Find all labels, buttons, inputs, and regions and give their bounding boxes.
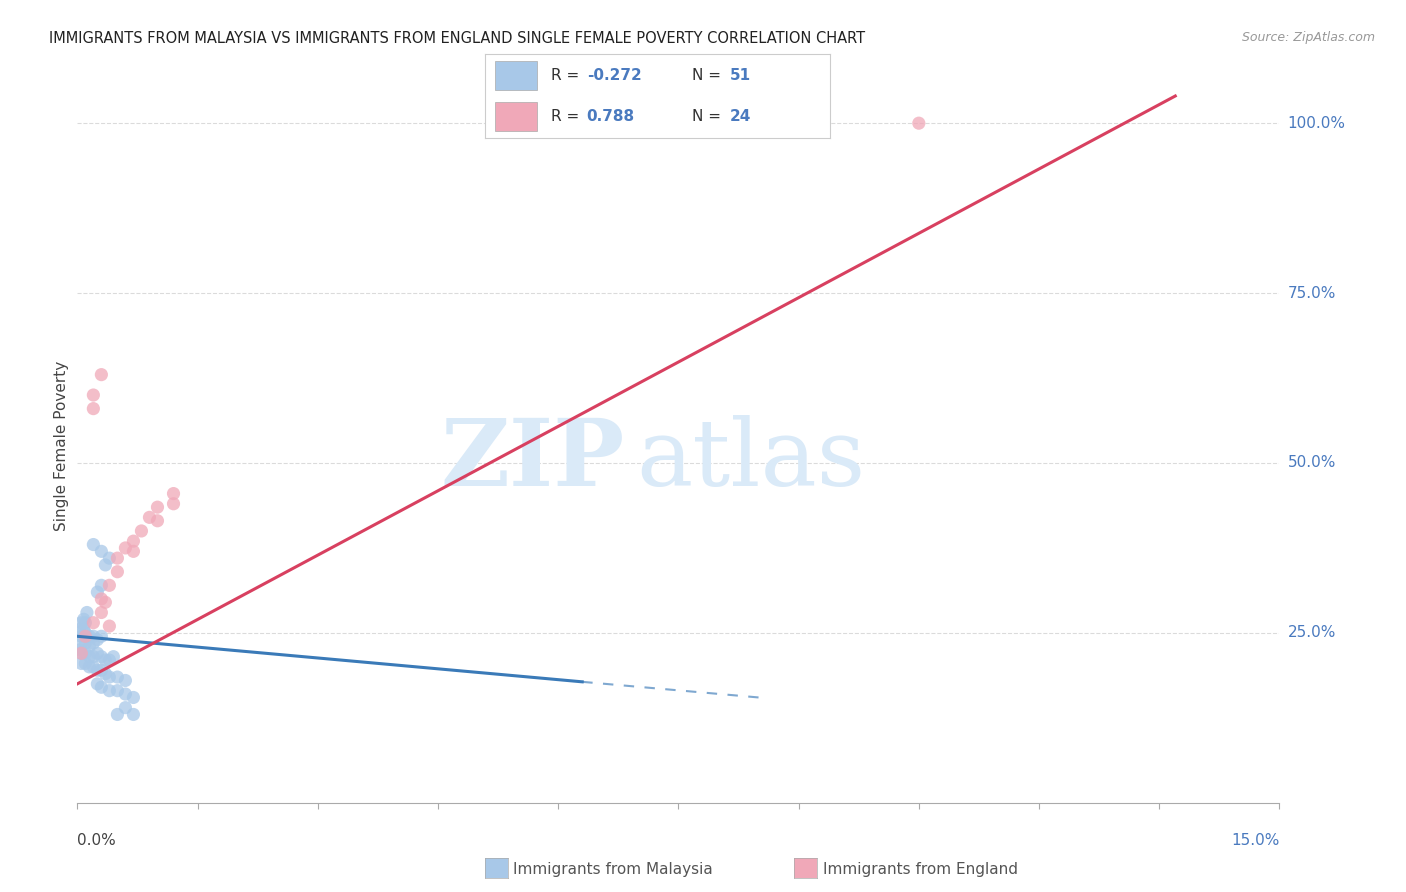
Text: N =: N = [692,109,725,124]
Point [107,565,129,579]
Point [122,690,145,705]
Point [86,585,108,599]
Point [146,514,169,528]
Point [98,619,121,633]
Point [114,687,136,701]
Point [79,629,101,643]
Point [122,534,145,549]
Text: Immigrants from England: Immigrants from England [823,863,1018,877]
Point [908,116,931,130]
Point [90,591,112,606]
Point [107,670,129,684]
Text: atlas: atlas [637,416,866,505]
Text: ZIP: ZIP [440,416,624,505]
Text: 50.0%: 50.0% [1288,456,1336,470]
Point [98,670,121,684]
Text: -0.272: -0.272 [586,68,641,83]
Point [138,510,160,524]
Text: Immigrants from Malaysia: Immigrants from Malaysia [513,863,713,877]
Point [75,626,97,640]
Point [76,606,98,620]
Point [86,663,108,677]
Y-axis label: Single Female Poverty: Single Female Poverty [53,361,69,531]
Point [86,677,108,691]
Point [98,653,121,667]
Point [82,636,104,650]
Point [122,544,145,558]
Point [75,636,97,650]
Point [114,700,136,714]
Point [73,612,96,626]
Point [162,486,184,500]
Point [70,646,93,660]
Text: 51: 51 [730,68,751,83]
Point [146,500,169,515]
Point [107,707,129,722]
Text: 15.0%: 15.0% [1232,833,1279,848]
Point [103,649,125,664]
Point [86,646,108,660]
Text: 100.0%: 100.0% [1288,116,1346,131]
Point [162,497,184,511]
Point [114,673,136,688]
Point [82,401,104,416]
Point [69,643,91,657]
Point [90,649,112,664]
Point [69,623,91,637]
Point [82,388,104,402]
Point [82,537,104,551]
Point [82,629,104,643]
Point [90,680,112,694]
Point [98,683,121,698]
Text: Source: ZipAtlas.com: Source: ZipAtlas.com [1241,31,1375,45]
Point [90,578,112,592]
Text: N =: N = [692,68,725,83]
Point [90,544,112,558]
Point [94,666,117,681]
Point [131,524,153,538]
Point [114,541,136,555]
Point [98,578,121,592]
Text: R =: R = [551,109,589,124]
Point [82,660,104,674]
Point [90,663,112,677]
Text: 0.0%: 0.0% [77,833,117,848]
Bar [495,62,537,90]
Text: 0.788: 0.788 [586,109,636,124]
Point [90,368,112,382]
Point [70,629,93,643]
Point [70,646,93,660]
Point [75,646,97,660]
Point [90,629,112,643]
Point [79,660,101,674]
Point [70,615,93,630]
Point [75,615,97,630]
Point [94,653,117,667]
Point [73,623,96,637]
Point [75,629,97,643]
Point [82,649,104,664]
Text: 75.0%: 75.0% [1288,285,1336,301]
Point [90,606,112,620]
Point [82,615,104,630]
Point [70,636,93,650]
Point [70,657,93,671]
Point [588,116,610,130]
Text: 25.0%: 25.0% [1288,625,1336,640]
Point [122,707,145,722]
Point [79,649,101,664]
Point [107,683,129,698]
Point [107,551,129,566]
Point [75,657,97,671]
Point [98,551,121,566]
Point [94,558,117,572]
Text: IMMIGRANTS FROM MALAYSIA VS IMMIGRANTS FROM ENGLAND SINGLE FEMALE POVERTY CORREL: IMMIGRANTS FROM MALAYSIA VS IMMIGRANTS F… [49,31,865,46]
Text: 24: 24 [730,109,751,124]
Text: R =: R = [551,68,583,83]
Point [94,595,117,609]
Point [86,632,108,647]
Bar [495,102,537,130]
Point [79,640,101,654]
